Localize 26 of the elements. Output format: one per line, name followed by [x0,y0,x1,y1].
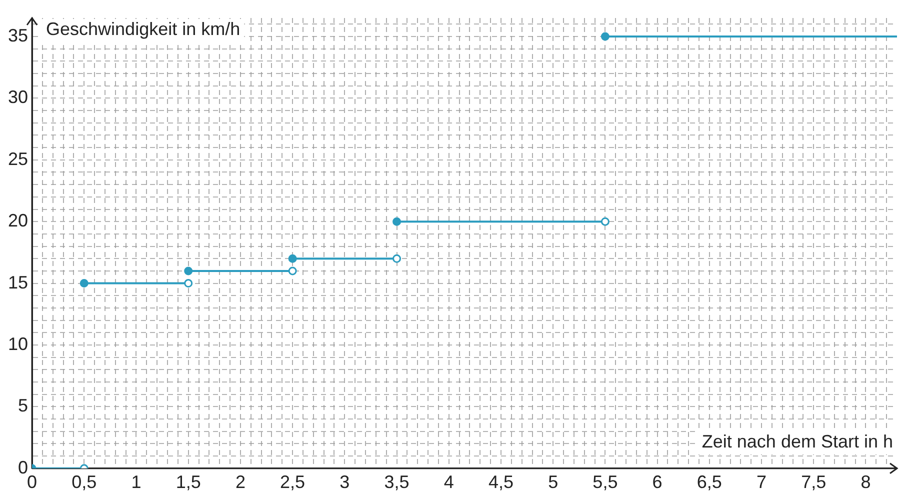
x-tick-label: 3 [340,472,350,492]
y-tick-label: 15 [8,272,28,292]
x-tick-label: 4,5 [488,472,514,492]
y-tick-label: 20 [8,210,28,231]
y-tick-label: 35 [8,25,28,46]
y-axis-title: Geschwindigkeit in km/h [46,18,240,39]
x-tick-label: 1,5 [176,472,201,492]
x-tick-label: 5,5 [592,472,618,492]
x-tick-label: 2,5 [280,472,306,492]
x-tick-label: 1 [131,472,142,492]
x-tick-label: 6,5 [696,472,722,492]
x-tick-label: 3,5 [384,472,410,492]
y-tick-label: 10 [8,334,28,354]
y-tick-label: 0 [18,457,28,478]
x-tick-label: 2 [235,472,246,492]
x-tick-label: 5 [548,472,558,492]
y-tick-label: 30 [8,87,28,108]
x-tick-label: 7 [756,472,767,492]
x-tick-label: 6 [652,472,662,492]
y-tick-label: 5 [18,396,28,416]
x-tick-label: 7,5 [801,472,826,492]
x-axis-title: Zeit nach dem Start in h [702,431,893,452]
x-tick-label: 4 [444,472,454,492]
x-tick-label: 8 [860,472,871,492]
x-tick-label: 0,5 [72,472,97,492]
y-tick-label: 25 [8,148,28,169]
